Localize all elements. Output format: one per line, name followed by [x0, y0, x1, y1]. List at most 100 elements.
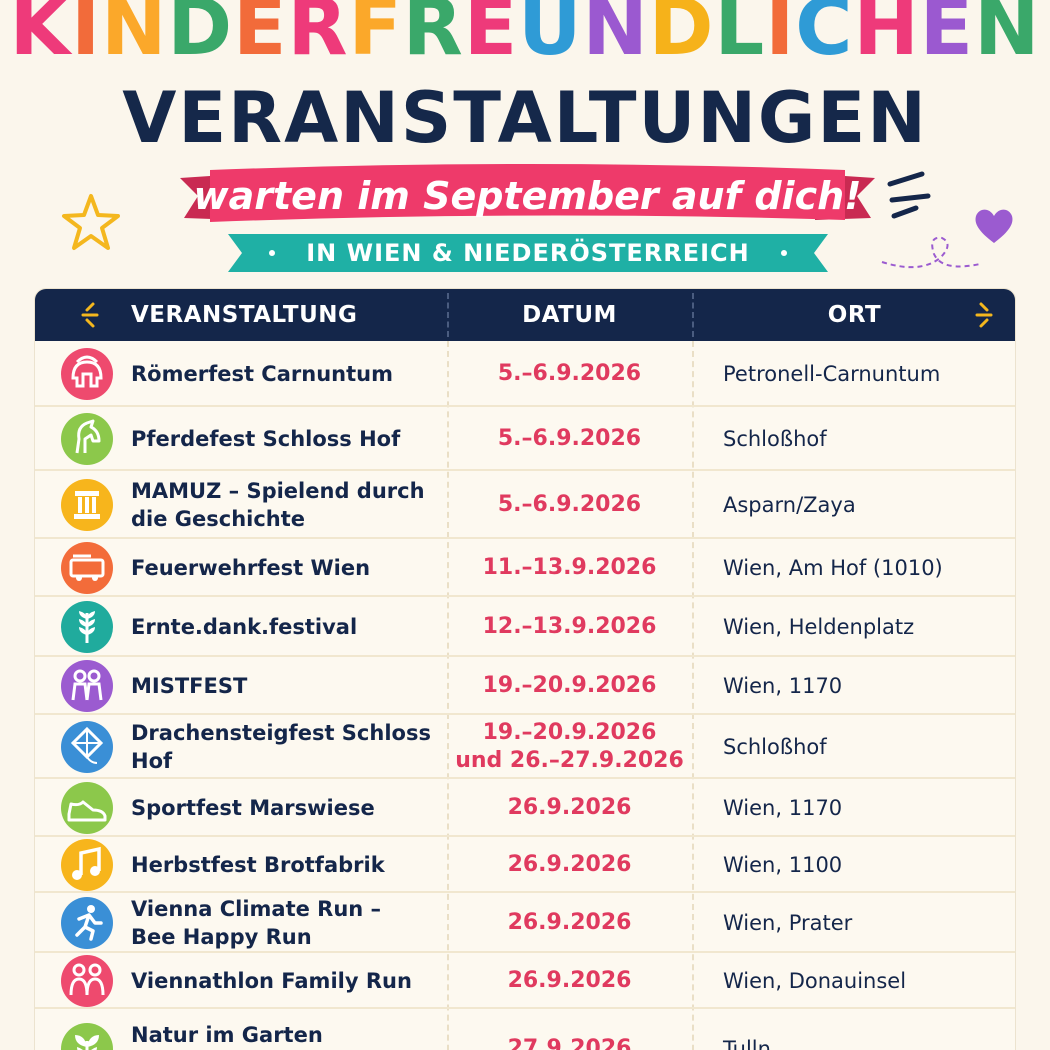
event-name: MISTFEST: [131, 674, 248, 698]
title-letter: I: [765, 0, 796, 73]
title-letter: R: [402, 0, 464, 73]
event-name: MAMUZ – Spielend durch die Geschichte: [131, 479, 425, 531]
event-date: 26.9.2026: [507, 910, 632, 935]
event-place: Petronell-Carnuntum: [723, 362, 941, 386]
horse-icon: [61, 413, 113, 465]
column-divider: [692, 341, 694, 1050]
column-header-place: ORT: [827, 302, 882, 328]
table-header: VERANSTALTUNG DATUM ORT: [35, 289, 1015, 341]
event-date: 19.–20.9.2026 und 26.–27.9.2026: [455, 720, 684, 773]
event-date: 5.–6.9.2026: [497, 492, 642, 517]
table-row: Sportfest Marswiese 26.9.2026 Wien, 1170: [35, 779, 1015, 837]
event-date: 26.9.2026: [507, 968, 632, 993]
wheat-icon: [61, 601, 113, 653]
region-text: IN WIEN & NIEDERÖSTERREICH: [306, 239, 750, 267]
event-name: Pferdefest Schloss Hof: [131, 427, 401, 451]
event-name: Feuerwehrfest Wien: [131, 556, 371, 580]
title-letter: F: [348, 0, 403, 73]
event-name: Viennathlon Family Run: [131, 969, 412, 993]
kite-icon: [61, 721, 113, 773]
table-row: Römerfest Carnuntum 5.–6.9.2026 Petronell-…: [35, 341, 1015, 407]
header-divider: [692, 293, 694, 337]
event-date: 26.9.2026: [507, 795, 632, 820]
runner-icon: [61, 897, 113, 949]
title-letter: E: [233, 0, 288, 73]
family-icon: [61, 955, 113, 1007]
children-icon: [61, 660, 113, 712]
title-letter: D: [167, 0, 234, 73]
table-row: MAMUZ – Spielend durch die Geschichte 5.–…: [35, 471, 1015, 539]
events-table: VERANSTALTUNG DATUM ORT Römerfest Carnun…: [34, 288, 1016, 1050]
event-place: Wien, Am Hof (1010): [723, 556, 943, 580]
heart-icon: [972, 205, 1016, 251]
event-place: Wien, Heldenplatz: [723, 615, 915, 639]
title-letter: I: [71, 0, 102, 73]
column-header-date: DATUM: [522, 302, 617, 328]
column-divider: [447, 341, 449, 1050]
event-date: 11.–13.9.2026: [482, 555, 657, 580]
roman-helmet-icon: [61, 348, 113, 400]
event-date: 19.–20.9.2026: [482, 673, 657, 698]
column-icon: [61, 479, 113, 531]
title-letter: H: [853, 0, 920, 73]
title-letter: N: [974, 0, 1041, 73]
event-date: 5.–6.9.2026: [497, 361, 642, 386]
table-row: Viennathlon Family Run 26.9.2026 Wien, Don…: [35, 953, 1015, 1009]
event-place: Tulln: [723, 1037, 771, 1050]
table-row: Ernte.dank.festival 12.–13.9.2026 Wien, He…: [35, 597, 1015, 657]
sparkle-lines-icon: [882, 168, 942, 232]
sparkle-left-icon: [79, 301, 105, 333]
table-row: MISTFEST 19.–20.9.2026 Wien, 1170: [35, 657, 1015, 715]
dashed-swirl-icon: [880, 228, 990, 282]
music-note-icon: [61, 839, 113, 891]
title-letter: K: [9, 0, 72, 73]
title-line-1: KINDERFREUNDLICHEN: [0, 0, 1050, 78]
header-divider: [447, 293, 449, 337]
event-date: 5.–6.9.2026: [497, 426, 642, 451]
event-place: Asparn/Zaya: [723, 493, 856, 517]
title-letter: E: [463, 0, 519, 73]
title-line-2: VERANSTALTUNGEN: [122, 77, 928, 159]
title-letter: L: [714, 0, 766, 73]
event-place: Schloßhof: [723, 735, 827, 759]
event-name: Sportfest Marswiese: [131, 796, 375, 820]
event-date: 26.9.2026: [507, 852, 632, 877]
event-place: Wien, 1170: [723, 674, 843, 698]
table-row: Feuerwehrfest Wien 11.–13.9.2026 Wien, Am …: [35, 539, 1015, 597]
event-place: Schloßhof: [723, 427, 827, 451]
event-place: Wien, 1100: [723, 853, 843, 877]
subtitle-text: warten im September auf dich!: [193, 174, 862, 218]
title-letter: U: [518, 0, 583, 73]
event-name: Drachensteigfest Schloss Hof: [131, 721, 431, 773]
title-letter: R: [287, 0, 349, 73]
event-place: Wien, Donauinsel: [723, 969, 907, 993]
table-row: Herbstfest Brotfabrik 26.9.2026 Wien, 1100: [35, 837, 1015, 893]
column-header-event: VERANSTALTUNG: [131, 302, 358, 328]
event-date: 27.9.2026: [507, 1036, 632, 1050]
title-letter: C: [795, 0, 854, 73]
sneaker-icon: [61, 782, 113, 834]
leaf-icon: [61, 1023, 113, 1050]
event-place: Wien, Prater: [723, 911, 853, 935]
event-name: Römerfest Carnuntum: [131, 362, 393, 386]
sparkle-right-icon: [969, 301, 995, 333]
event-place: Wien, 1170: [723, 796, 843, 820]
title-letter: E: [919, 0, 975, 73]
title-letter: N: [582, 0, 649, 73]
event-name: Ernte.dank.festival: [131, 615, 358, 639]
region-ribbon: IN WIEN & NIEDERÖSTERREICH: [228, 230, 828, 276]
event-name: Vienna Climate Run – Bee Happy Run: [131, 897, 382, 949]
table-row: Pferdefest Schloss Hof 5.–6.9.2026 Schloßh…: [35, 407, 1015, 471]
title-letter: N: [101, 0, 168, 73]
event-name: Natur im Garten Herbstfest: [131, 1023, 323, 1047]
table-row: Vienna Climate Run – Bee Happy Run 26.9.2…: [35, 893, 1015, 953]
event-date: 12.–13.9.2026: [482, 614, 657, 639]
fire-truck-icon: [61, 542, 113, 594]
table-row: Natur im Garten Herbstfest 27.9.2026 Tulln: [35, 1009, 1015, 1050]
star-icon: [58, 190, 124, 260]
subtitle-ribbon: warten im September auf dich!: [180, 160, 875, 232]
table-row: Drachensteigfest Schloss Hof 19.–20.9.202…: [35, 715, 1015, 779]
event-name: Herbstfest Brotfabrik: [131, 853, 385, 877]
title-letter: D: [648, 0, 715, 73]
